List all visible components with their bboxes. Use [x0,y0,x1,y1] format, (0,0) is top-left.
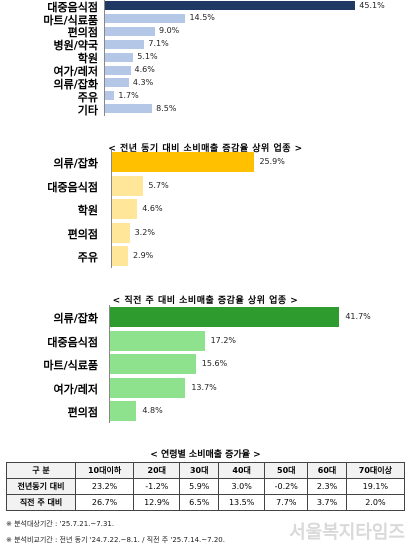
table-header: 구 분 [6,462,76,479]
table-cell: 6.5% [179,494,219,511]
chart-wow-growth: 의류/잡화 41.7% 대중음식점 17.2% 마트/식료품 15.6% 여가/레저 13.7… [0,305,411,427]
table-cell: 26.7% [74,494,135,511]
value-label: 5.7% [148,180,169,190]
bar [110,401,137,421]
bar [110,330,205,351]
category-label: 대중음식점 [47,0,98,14]
category-label: 대중음식점 [47,335,98,349]
category-label: 의류/잡화 [53,157,99,171]
bar [112,152,255,172]
category-label: 마트/식료품 [43,359,98,373]
value-label: 3.2% [134,227,155,237]
table-header-row: 구 분 10대이하 20대 30대 40대 50대 60대 70대이상 [6,462,406,479]
y-axis-line [111,150,112,268]
value-label: 7.1% [148,39,169,49]
bar [105,65,131,75]
category-label: 병원/약국 [53,39,99,53]
table-cell: 3.7% [307,494,347,511]
bar [110,354,196,374]
value-label: 13.7% [191,382,217,392]
table-row-label: 전년동기 대비 [6,478,76,495]
category-label: 대중음식점 [47,180,98,194]
category-label: 의류/잡화 [53,312,99,326]
bar [105,1,356,10]
value-label: 5.1% [137,52,158,62]
category-label: 여가/레저 [53,65,99,79]
chart-yoy-growth: 의류/잡화 25.9% 대중음식점 5.7% 학원 4.6% 편의점 3.2% 주유 2.9% [0,150,411,270]
category-label: 기타 [77,103,98,117]
bar [105,39,145,49]
bar [105,26,155,36]
chart-sales-share: 대중음식점 45.1% 마트/식료품 14.5% 편의점 9.0% 병원/약국 7.1% 학원 5… [0,0,411,118]
y-axis-line [109,305,110,423]
note-period: ※ 분석대상기간 : '25.7.21.~7.31. [6,520,115,528]
bar [110,307,340,327]
table-header: 40대 [217,462,266,479]
chart-wow-title: < 직전 주 대비 소비매출 증감율 상위 업종 > [112,296,299,306]
bar [112,199,138,219]
watermark-logo: 서울복지타임즈 [289,522,405,543]
value-label: 45.1% [359,0,385,10]
table-header: 70대이상 [345,462,406,479]
value-label: 4.3% [132,77,154,87]
value-label: 4.6% [134,65,155,74]
table-title: < 연령별 소비매출 증가율 > [150,450,261,460]
category-label: 주유 [77,90,98,104]
category-label: 편의점 [67,406,98,420]
value-label: 25.9% [259,157,285,166]
table-cell: 2.3% [307,478,347,495]
bar [105,91,115,101]
value-label: 15.6% [201,359,228,368]
value-label: 9.0% [158,26,180,36]
table-cell: 2.0% [345,494,406,511]
value-label: 1.7% [118,90,139,100]
bar [105,104,153,114]
table-cell: 5.9% [179,478,219,495]
table-row-label: 직전 주 대비 [6,494,76,511]
value-label: 2.9% [132,251,154,260]
value-label: 14.5% [189,13,215,23]
table-header: 20대 [133,462,181,479]
table-cell: 23.2% [74,478,135,495]
value-label: 41.7% [345,312,371,321]
table-header: 60대 [307,462,347,479]
table-row: 전년동기 대비 23.2% -1.2% 5.9% 3.0% -0.2% 2.3%… [6,478,406,495]
category-label: 편의점 [67,26,98,40]
value-label: 17.2% [210,335,237,345]
table-cell: 19.1% [345,478,406,495]
age-growth-table: 구 분 10대이하 20대 30대 40대 50대 60대 70대이상 전년동기… [6,462,406,511]
table-header: 10대이하 [74,462,135,479]
y-axis-line [104,0,105,116]
table-cell: 7.7% [264,494,309,511]
table-cell: 12.9% [133,494,181,511]
value-label: 4.6% [142,204,163,213]
table-cell: 13.5% [217,494,266,511]
category-label: 편의점 [67,227,98,241]
table-cell: -0.2% [264,478,309,495]
bar [110,377,186,398]
bar [105,78,129,88]
category-label: 여가/레저 [53,382,99,396]
table-cell: 3.0% [217,478,266,495]
category-label: 학원 [77,52,98,66]
category-label: 학원 [77,204,98,218]
category-label: 의류/잡화 [53,78,99,92]
value-label: 8.5% [156,103,177,113]
table-header: 30대 [179,462,219,479]
bar [112,246,128,266]
bar [112,222,130,243]
table-header: 50대 [264,462,309,479]
category-label: 주유 [77,251,98,265]
note-compare-period: ※ 분석비교기간 : 전년 동기 '24.7.22.~8.1. / 직전 주 '… [6,536,225,544]
category-label: 마트/식료품 [43,13,98,27]
table-cell: -1.2% [133,478,181,495]
value-label: 4.8% [142,406,163,415]
chart-yoy-title: < 전년 동기 대비 소비매출 증감율 상위 업종 > [108,144,303,154]
table-row: 직전 주 대비 26.7% 12.9% 6.5% 13.5% 7.7% 3.7%… [6,494,406,511]
bar [112,175,144,196]
bar [105,13,186,23]
bar [105,52,134,62]
